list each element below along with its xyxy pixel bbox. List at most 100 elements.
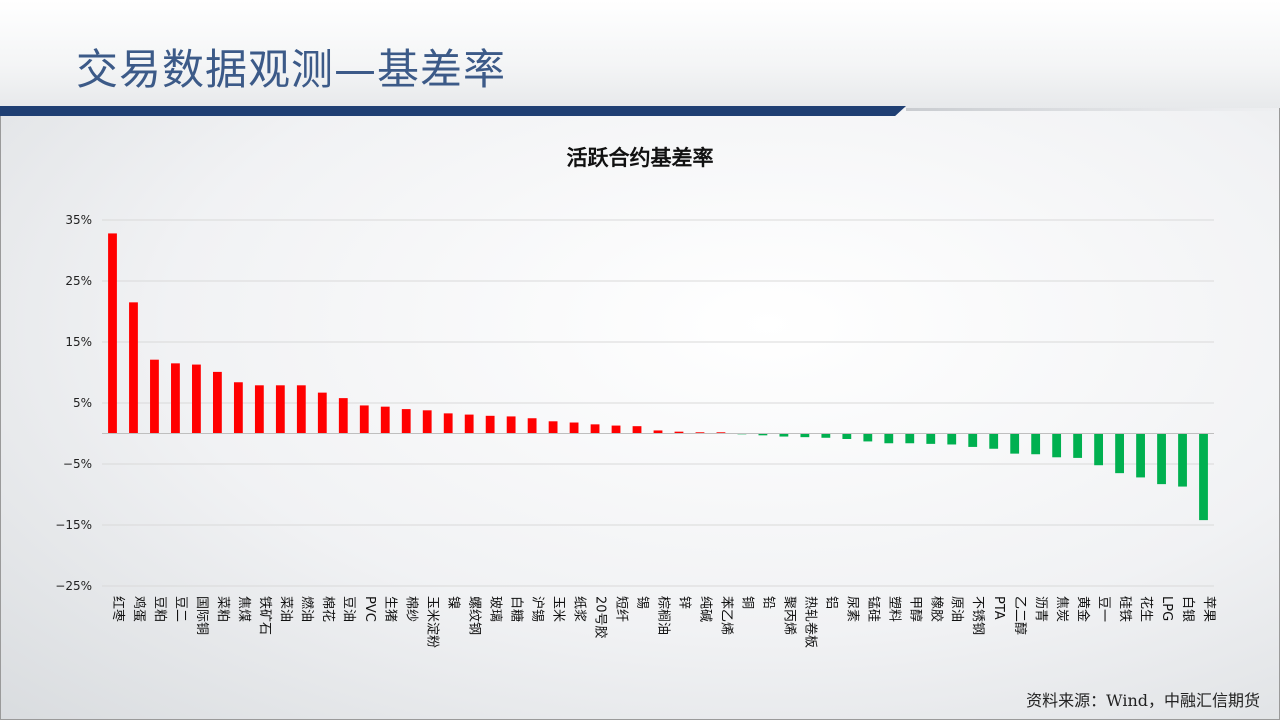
bar [359, 405, 369, 434]
chart-title: 活跃合约基差率 [566, 145, 714, 170]
bar [506, 416, 516, 434]
bar [800, 433, 810, 438]
bar [443, 413, 453, 434]
bar [947, 433, 957, 445]
x-tick-label: 不锈钢 [970, 596, 985, 635]
bar [716, 432, 726, 434]
bar [1010, 433, 1020, 454]
bar [779, 433, 789, 437]
bar [989, 433, 999, 449]
x-axis-labels: 红枣 鸡蛋 豆粕 豆二 国际铜 菜粕 焦煤 铁矿石 菜油 燃油 棉花 豆油 PVC 生猪 棉纱 玉米淀粉镍螺纹… [110, 596, 1216, 648]
bar [1031, 433, 1041, 455]
bar [254, 385, 264, 434]
bar [1178, 433, 1187, 487]
bar [296, 385, 306, 434]
x-tick-label: 铜 [739, 596, 754, 609]
y-axis: −25% −15% −5% 5% 15% 25% 35% [55, 213, 92, 593]
bar [926, 433, 936, 444]
x-tick-label: 豆一 [1096, 596, 1111, 622]
x-tick-label: 红枣 [110, 596, 126, 622]
bar [611, 425, 621, 434]
x-tick-label: 沥青 [1033, 596, 1048, 622]
bar [422, 410, 432, 434]
x-tick-label: 短纤 [614, 596, 629, 622]
bar [548, 421, 558, 434]
x-tick-label: 锌 [676, 596, 691, 609]
x-tick-label: 棉花 [320, 596, 336, 622]
x-tick-label: 焦炭 [1054, 596, 1069, 622]
bar [171, 363, 180, 434]
bar [317, 392, 327, 434]
x-tick-label: 沪锡 [530, 596, 546, 622]
bar [275, 385, 285, 434]
x-tick-label: 白银 [1180, 596, 1196, 622]
bar [674, 431, 684, 434]
x-tick-label: 菜粕 [215, 596, 230, 622]
x-tick-label: 原油 [949, 596, 964, 622]
page-title: 交易数据观测—基差率 [76, 45, 507, 94]
bar [1052, 433, 1062, 458]
y-tick-label: 35% [65, 213, 92, 227]
x-tick-label: 豆二 [173, 596, 188, 622]
x-tick-label: 焦煤 [236, 596, 251, 622]
x-tick-label: PVC [362, 596, 377, 622]
bar [1199, 433, 1208, 521]
x-tick-label: 棉纱 [404, 596, 419, 622]
x-tick-label: 镍 [446, 596, 461, 609]
x-tick-label: 玉米 [551, 596, 566, 622]
bar [842, 433, 852, 439]
title-underline-shade [906, 108, 1280, 111]
bar [905, 433, 915, 444]
chart-grid [102, 219, 1214, 587]
y-tick-label: 25% [65, 274, 92, 288]
bar [968, 433, 978, 447]
x-tick-label: 20号胶 [593, 596, 609, 639]
x-tick-label: 甲醇 [907, 596, 923, 622]
bar [464, 414, 474, 434]
bar [233, 382, 243, 434]
bar [129, 302, 138, 434]
y-tick-label: −15% [55, 518, 92, 532]
bar [527, 418, 537, 434]
y-tick-label: −5% [63, 457, 92, 471]
x-tick-label: 尿素 [844, 596, 859, 622]
x-tick-label: 国际铜 [194, 596, 209, 635]
x-tick-label: 棕榈油 [656, 596, 671, 635]
x-tick-label: 菜油 [278, 596, 293, 622]
x-tick-label: 鸡蛋 [131, 596, 147, 622]
x-tick-label: 黄金 [1075, 596, 1091, 622]
x-tick-label: 热轧卷板 [802, 596, 818, 648]
x-tick-label: 纯碱 [697, 596, 712, 622]
bar [695, 432, 705, 434]
x-tick-label: 苯乙烯 [718, 596, 733, 635]
x-tick-label: 硅铁 [1117, 596, 1132, 622]
x-tick-label: 豆粕 [152, 596, 167, 622]
bar [884, 433, 894, 444]
x-tick-label: 花生 [1138, 596, 1154, 622]
bar [569, 422, 579, 434]
x-tick-label: 燃油 [299, 596, 315, 622]
x-tick-label: 玻璃 [488, 596, 503, 622]
y-tick-label: 15% [65, 335, 92, 349]
x-tick-label: 白糖 [509, 596, 525, 622]
x-tick-label: LPG [1159, 596, 1174, 621]
source-note: 资料来源：Wind，中融汇信期货 [1026, 691, 1260, 710]
bar [338, 398, 348, 434]
x-tick-label: 玉米淀粉 [425, 596, 440, 648]
bar [590, 424, 600, 434]
x-tick-label: 乙二醇 [1012, 596, 1028, 635]
header-background [0, 0, 1280, 108]
x-tick-label: 聚丙烯 [781, 596, 796, 635]
bar [212, 371, 222, 434]
bar [1136, 433, 1145, 478]
title-underline-bar [0, 106, 906, 116]
bar [653, 430, 663, 434]
x-tick-label: 锰硅 [865, 596, 880, 622]
bar [1094, 433, 1104, 466]
x-tick-label: 塑料 [886, 596, 901, 622]
bar [150, 359, 159, 434]
x-tick-label: 螺纹钢 [467, 596, 482, 635]
x-tick-label: 豆油 [341, 596, 356, 622]
y-tick-label: 5% [73, 396, 92, 410]
